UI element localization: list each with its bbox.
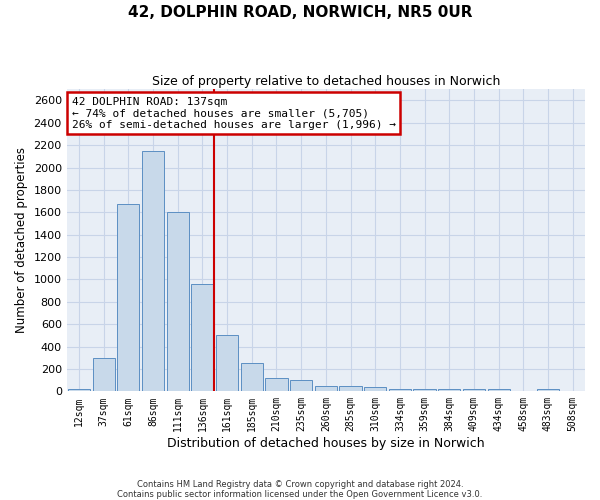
Text: Contains HM Land Registry data © Crown copyright and database right 2024.
Contai: Contains HM Land Registry data © Crown c… xyxy=(118,480,482,499)
Bar xyxy=(537,388,559,392)
Bar xyxy=(463,389,485,392)
Bar xyxy=(315,386,337,392)
Bar xyxy=(117,204,139,392)
Bar xyxy=(191,284,214,392)
Bar xyxy=(413,389,436,392)
Bar xyxy=(241,364,263,392)
Bar xyxy=(438,389,460,392)
Bar xyxy=(216,336,238,392)
Bar xyxy=(340,386,362,392)
Text: 42, DOLPHIN ROAD, NORWICH, NR5 0UR: 42, DOLPHIN ROAD, NORWICH, NR5 0UR xyxy=(128,5,472,20)
Text: 42 DOLPHIN ROAD: 137sqm
← 74% of detached houses are smaller (5,705)
26% of semi: 42 DOLPHIN ROAD: 137sqm ← 74% of detache… xyxy=(72,96,396,130)
Bar xyxy=(290,380,312,392)
Bar xyxy=(488,389,510,392)
Bar xyxy=(142,150,164,392)
X-axis label: Distribution of detached houses by size in Norwich: Distribution of detached houses by size … xyxy=(167,437,485,450)
Bar xyxy=(167,212,189,392)
Bar xyxy=(364,388,386,392)
Title: Size of property relative to detached houses in Norwich: Size of property relative to detached ho… xyxy=(152,75,500,88)
Y-axis label: Number of detached properties: Number of detached properties xyxy=(15,147,28,333)
Bar xyxy=(265,378,287,392)
Bar xyxy=(68,388,90,392)
Bar xyxy=(92,358,115,392)
Bar xyxy=(389,389,411,392)
Bar xyxy=(512,391,535,392)
